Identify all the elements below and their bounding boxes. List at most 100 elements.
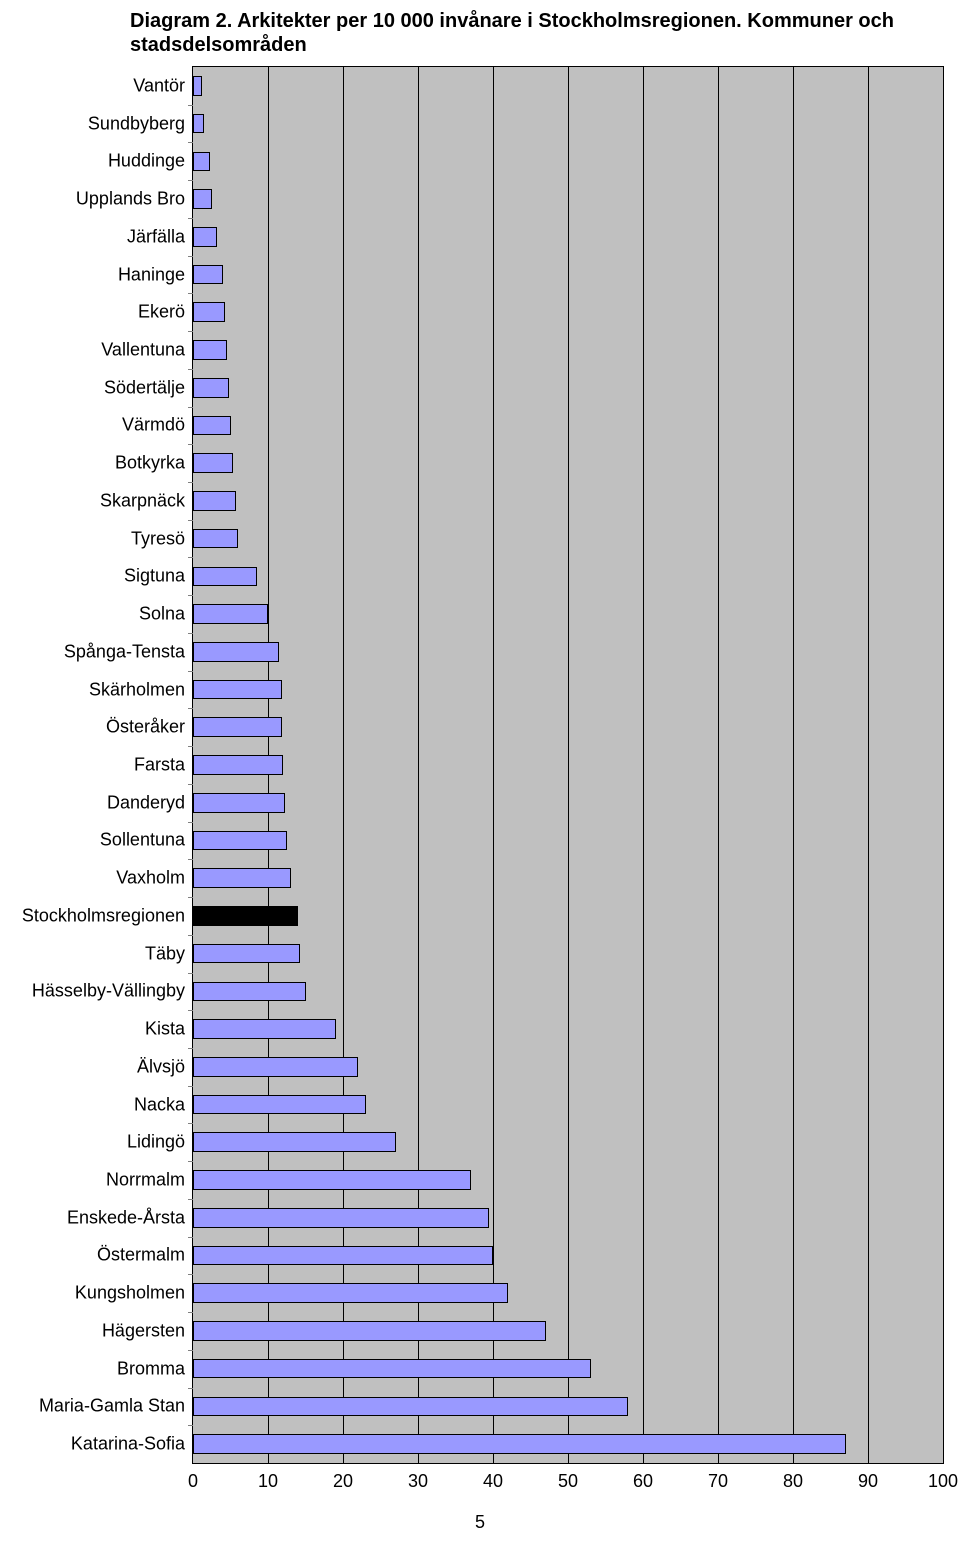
y-axis-label: Älvsjö xyxy=(137,1056,193,1077)
y-axis-label: Hägersten xyxy=(102,1320,193,1341)
bar xyxy=(193,265,223,285)
x-axis-label: 80 xyxy=(783,1463,803,1492)
x-axis-label: 50 xyxy=(558,1463,578,1492)
bar xyxy=(193,453,233,473)
y-tick xyxy=(188,293,193,294)
y-axis-label: Bromma xyxy=(117,1358,193,1379)
y-tick xyxy=(188,633,193,634)
y-axis-label: Värmdö xyxy=(122,415,193,436)
y-tick xyxy=(188,746,193,747)
bar xyxy=(193,1208,489,1228)
y-tick xyxy=(188,671,193,672)
y-tick xyxy=(188,218,193,219)
y-tick xyxy=(188,1086,193,1087)
y-axis-label: Enskede-Årsta xyxy=(67,1207,193,1228)
y-tick xyxy=(188,180,193,181)
gridline xyxy=(568,67,569,1463)
y-tick xyxy=(188,1388,193,1389)
y-axis-label: Lidingö xyxy=(127,1132,193,1153)
bar xyxy=(193,1246,493,1266)
bar xyxy=(193,793,285,813)
y-axis-label: Spånga-Tensta xyxy=(64,641,193,662)
y-tick xyxy=(188,822,193,823)
y-tick xyxy=(188,482,193,483)
bar xyxy=(193,1321,546,1341)
bar xyxy=(193,567,257,587)
bar xyxy=(193,152,210,172)
x-axis-label: 0 xyxy=(188,1463,198,1492)
gridline xyxy=(643,67,644,1463)
bar xyxy=(193,416,231,436)
y-axis-label: Sigtuna xyxy=(124,566,193,587)
bar xyxy=(193,491,236,511)
y-tick xyxy=(188,1274,193,1275)
x-axis-label: 100 xyxy=(928,1463,958,1492)
y-axis-label: Solna xyxy=(139,604,193,625)
bar xyxy=(193,906,298,926)
y-tick xyxy=(188,520,193,521)
bar xyxy=(193,529,238,549)
y-axis-label: Farsta xyxy=(134,755,193,776)
x-axis-label: 30 xyxy=(408,1463,428,1492)
bar xyxy=(193,944,300,964)
y-tick xyxy=(188,407,193,408)
bar xyxy=(193,642,279,662)
y-axis-label: Skärholmen xyxy=(89,679,193,700)
y-tick xyxy=(188,595,193,596)
y-tick xyxy=(188,1123,193,1124)
bar xyxy=(193,302,225,322)
y-tick xyxy=(188,859,193,860)
bar xyxy=(193,1434,846,1454)
y-axis-label: Järfälla xyxy=(127,226,193,247)
chart-title-line2: stadsdelsområden xyxy=(130,34,307,57)
x-axis-label: 90 xyxy=(858,1463,878,1492)
y-tick xyxy=(188,935,193,936)
bar xyxy=(193,604,268,624)
bar xyxy=(193,1019,336,1039)
y-axis-label: Botkyrka xyxy=(115,453,193,474)
y-tick xyxy=(188,369,193,370)
bar xyxy=(193,1057,358,1077)
y-axis-label: Nacka xyxy=(134,1094,193,1115)
y-tick xyxy=(188,784,193,785)
y-tick xyxy=(188,1010,193,1011)
y-axis-label: Södertälje xyxy=(104,377,193,398)
x-axis-label: 10 xyxy=(258,1463,278,1492)
x-axis-label: 60 xyxy=(633,1463,653,1492)
bar xyxy=(193,1283,508,1303)
bar xyxy=(193,680,282,700)
bar xyxy=(193,1359,591,1379)
y-axis-label: Katarina-Sofia xyxy=(71,1434,193,1455)
chart-title-line1: Diagram 2. Arkitekter per 10 000 invånar… xyxy=(130,10,894,33)
y-axis-label: Maria-Gamla Stan xyxy=(39,1396,193,1417)
y-tick xyxy=(188,1237,193,1238)
y-tick xyxy=(188,142,193,143)
y-axis-label: Österåker xyxy=(106,717,193,738)
y-tick xyxy=(188,897,193,898)
y-axis-label: Kista xyxy=(145,1019,193,1040)
bar xyxy=(193,1397,628,1417)
bar xyxy=(193,1095,366,1115)
y-tick xyxy=(188,1161,193,1162)
x-axis-label: 70 xyxy=(708,1463,728,1492)
x-axis-label: 20 xyxy=(333,1463,353,1492)
y-tick xyxy=(188,444,193,445)
y-axis-label: Huddinge xyxy=(108,151,193,172)
bar xyxy=(193,378,229,398)
bar xyxy=(193,1170,471,1190)
y-axis-label: Sundbyberg xyxy=(88,113,193,134)
bar xyxy=(193,1132,396,1152)
y-axis-label: Täby xyxy=(145,943,193,964)
y-axis-label: Vallentuna xyxy=(101,339,193,360)
y-axis-label: Haninge xyxy=(118,264,193,285)
bar xyxy=(193,755,283,775)
bar xyxy=(193,717,282,737)
y-tick xyxy=(188,1350,193,1351)
y-axis-label: Östermalm xyxy=(97,1245,193,1266)
bar xyxy=(193,982,306,1002)
page: Diagram 2. Arkitekter per 10 000 invånar… xyxy=(0,0,960,1542)
y-tick xyxy=(188,708,193,709)
y-axis-label: Ekerö xyxy=(138,302,193,323)
bar xyxy=(193,189,212,209)
gridline xyxy=(718,67,719,1463)
